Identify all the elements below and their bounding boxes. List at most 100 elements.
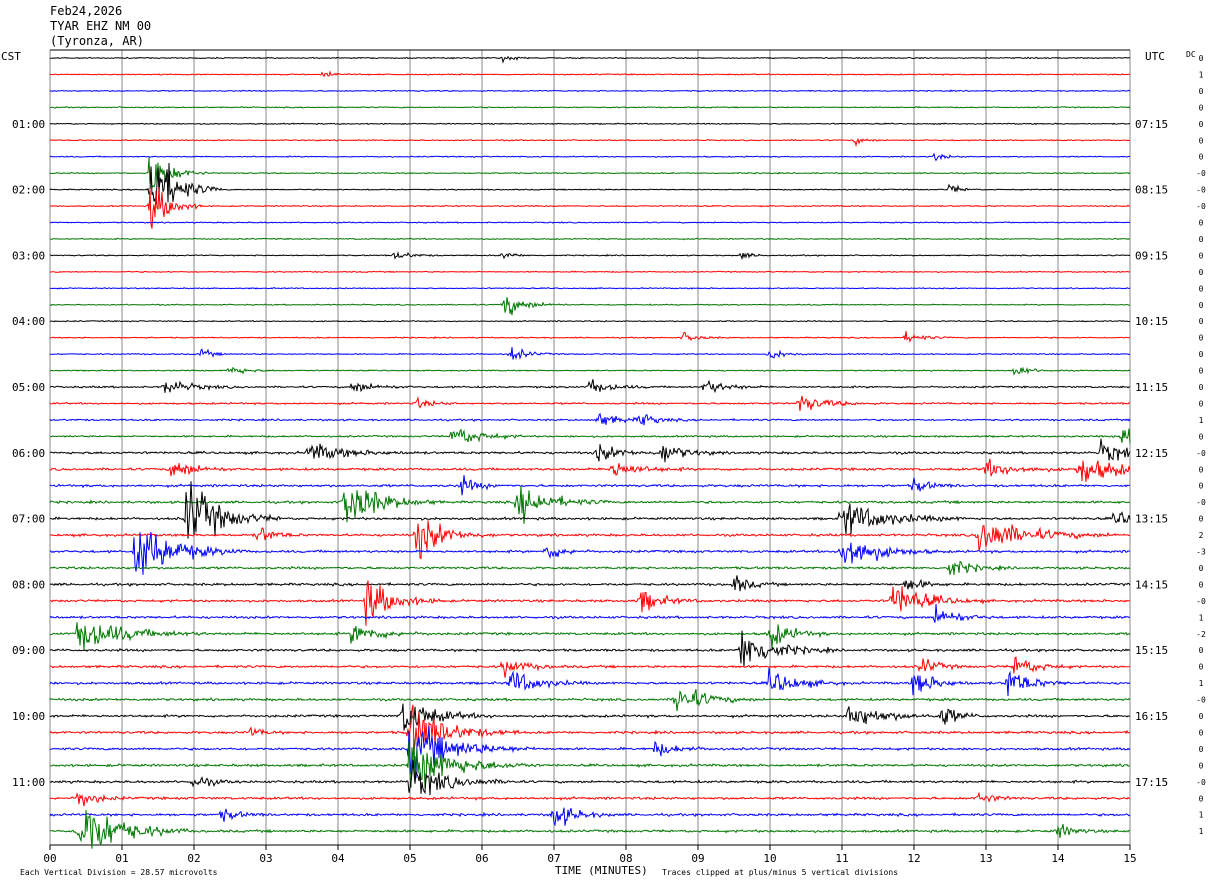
- trace-row: [49, 458, 1131, 482]
- left-axis-label: CST: [1, 50, 21, 63]
- x-tick-label: 00: [43, 852, 56, 865]
- clip-note: Traces clipped at plus/minus 5 vertical …: [662, 868, 898, 877]
- trace-row: [49, 622, 1131, 651]
- x-tick-label: 07: [547, 852, 560, 865]
- x-tick-label: 10: [763, 852, 776, 865]
- dc-offset-label: 0: [1199, 663, 1204, 672]
- x-tick-label: 06: [475, 852, 488, 865]
- dc-offset-label: 0: [1199, 235, 1204, 244]
- dc-offset-label: 0: [1199, 399, 1204, 408]
- dc-offset-label: 0: [1199, 432, 1204, 441]
- trace-row: [49, 532, 1131, 575]
- trace-row: [49, 738, 1131, 789]
- trace-row: [49, 703, 1131, 731]
- dc-offset-label: 0: [1199, 54, 1204, 63]
- trace-row: [49, 395, 1130, 412]
- trace-row: [49, 297, 1131, 316]
- trace-row: [49, 725, 1131, 779]
- cst-hour-label: 01:00: [12, 118, 45, 131]
- trace-row: [49, 560, 1131, 575]
- axis-labels: CST UTC DC TIME (MINUTES) Each Vertical …: [1, 50, 1206, 877]
- trace-row: [49, 667, 1131, 697]
- dc-offset-label: 0: [1199, 728, 1204, 737]
- station-location: (Tyronza, AR): [50, 34, 144, 48]
- trace-row: [49, 55, 1131, 64]
- dc-offset-label: 1: [1199, 613, 1204, 622]
- dc-offset-label: 0: [1199, 317, 1204, 326]
- utc-hour-label: 11:15: [1135, 381, 1168, 394]
- dc-offset-label: 0: [1199, 334, 1204, 343]
- dc-offset-label: 1: [1199, 811, 1204, 820]
- dc-offset-label: -0: [1196, 449, 1206, 458]
- trace-row: [49, 807, 1131, 827]
- time-gridlines: [49, 49, 1131, 850]
- utc-hour-label: 08:15: [1135, 184, 1168, 197]
- station-code: TYAR EHZ NM 00: [50, 19, 152, 33]
- dc-offset-label: -2: [1196, 630, 1206, 639]
- dc-offset-label: 0: [1199, 515, 1204, 524]
- dc-offset-label: 0: [1199, 284, 1204, 293]
- trace-row: [49, 157, 1131, 190]
- trace-row: [50, 366, 1131, 376]
- dc-offset-label: 1: [1199, 679, 1204, 688]
- trace-row: [49, 122, 1131, 126]
- utc-hour-label: 07:15: [1135, 118, 1168, 131]
- dc-offset-label: 1: [1199, 416, 1204, 425]
- utc-hour-label: 12:15: [1135, 447, 1168, 460]
- trace-row: [49, 656, 1131, 678]
- utc-hour-label: 16:15: [1135, 710, 1168, 723]
- trace-row: [49, 485, 1130, 524]
- dc-offset-label: 0: [1199, 219, 1204, 228]
- x-tick-label: 13: [979, 852, 992, 865]
- trace-row: [49, 319, 1131, 323]
- cst-hour-label: 08:00: [12, 578, 45, 591]
- dc-offset-label: 0: [1199, 301, 1204, 310]
- x-tick-label: 01: [115, 852, 128, 865]
- x-tick-label: 02: [187, 852, 200, 865]
- trace-row: [49, 759, 1131, 796]
- cst-hour-label: 11:00: [12, 776, 45, 789]
- utc-hour-label: 13:15: [1135, 513, 1168, 526]
- dc-offset-label: -0: [1196, 202, 1206, 211]
- trace-row: [49, 221, 1131, 224]
- right-axis-label: UTC: [1145, 50, 1165, 63]
- utc-hour-label: 10:15: [1135, 315, 1168, 328]
- trace-row: [49, 251, 1131, 261]
- dc-offset-label: -0: [1196, 186, 1206, 195]
- dc-offset-label: 1: [1199, 70, 1204, 79]
- dc-offset-label: 0: [1199, 251, 1204, 260]
- cst-hour-label: 10:00: [12, 710, 45, 723]
- utc-hour-label: 15:15: [1135, 644, 1168, 657]
- dc-offset-label: 0: [1199, 712, 1204, 721]
- trace-row: [49, 575, 1131, 592]
- dc-offset-label: 0: [1199, 350, 1204, 359]
- cst-hour-label: 07:00: [12, 513, 45, 526]
- trace-row: [49, 137, 1131, 148]
- dc-offset-label: -0: [1196, 778, 1206, 787]
- trace-row: [49, 520, 1131, 560]
- trace-row: [49, 105, 1131, 109]
- trace-row: [49, 186, 1131, 229]
- trace-row: [49, 438, 1131, 463]
- x-tick-label: 14: [1051, 852, 1065, 865]
- x-tick-label: 15: [1123, 852, 1136, 865]
- dc-label: DC: [1186, 50, 1196, 59]
- x-axis-label: TIME (MINUTES): [555, 864, 648, 877]
- x-tick-label: 03: [259, 852, 272, 865]
- utc-hour-label: 17:15: [1135, 776, 1168, 789]
- trace-row: [49, 704, 1131, 752]
- trace-row: [49, 580, 1130, 626]
- dc-offset-label: 0: [1199, 465, 1204, 474]
- trace-row: [49, 481, 1131, 539]
- utc-hour-label: 09:15: [1135, 249, 1168, 262]
- dc-offset-label: -0: [1196, 169, 1206, 178]
- x-tick-label: 09: [691, 852, 704, 865]
- x-tick-label: 12: [907, 852, 920, 865]
- dc-offset-label: 2: [1199, 531, 1204, 540]
- trace-row: [50, 70, 1131, 78]
- x-tick-label: 08: [619, 852, 632, 865]
- seismic-traces: [49, 55, 1131, 849]
- trace-row: [49, 791, 1131, 807]
- dc-offset-label: 0: [1199, 383, 1204, 392]
